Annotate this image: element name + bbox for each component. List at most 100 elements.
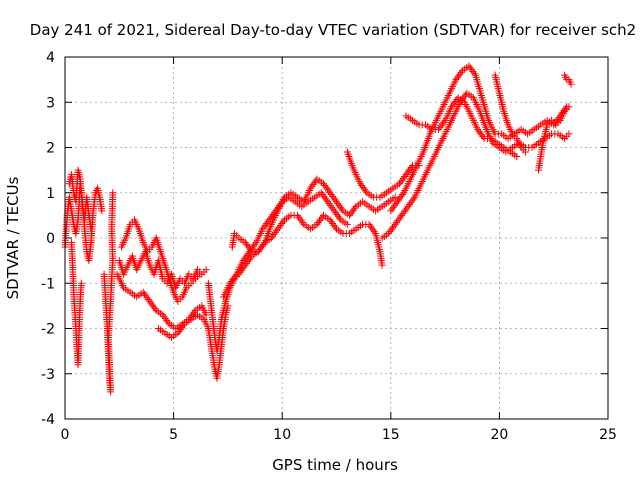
data-point bbox=[391, 201, 399, 209]
data-point bbox=[77, 279, 85, 287]
data-point bbox=[261, 221, 269, 229]
data-point bbox=[457, 68, 465, 76]
data-point bbox=[161, 315, 169, 323]
data-point bbox=[296, 215, 304, 223]
axis-ticks bbox=[64, 56, 609, 420]
data-point bbox=[365, 220, 373, 228]
data-point bbox=[319, 180, 327, 188]
data-point bbox=[394, 217, 402, 225]
data-point bbox=[390, 222, 398, 230]
data-point bbox=[202, 266, 210, 274]
data-point bbox=[139, 288, 147, 296]
data-point bbox=[389, 203, 397, 211]
data-point bbox=[144, 296, 152, 304]
data-point bbox=[226, 279, 234, 287]
data-point bbox=[513, 153, 521, 161]
data-point bbox=[330, 194, 338, 202]
data-point bbox=[456, 70, 464, 78]
data-point bbox=[405, 201, 413, 209]
data-point bbox=[279, 218, 287, 226]
data-point bbox=[164, 318, 172, 326]
y-tick-label: -4 bbox=[41, 412, 55, 428]
data-point bbox=[405, 167, 413, 175]
data-points bbox=[61, 62, 575, 396]
data-point bbox=[306, 184, 314, 192]
data-point bbox=[397, 178, 405, 186]
data-point bbox=[230, 274, 238, 282]
x-axis-tick-labels: 0 5 10 15 20 25 bbox=[61, 427, 617, 443]
data-point bbox=[567, 80, 575, 88]
data-point bbox=[392, 200, 400, 208]
data-point bbox=[242, 253, 250, 261]
data-point bbox=[240, 255, 248, 263]
data-point bbox=[87, 225, 95, 233]
data-point bbox=[389, 224, 397, 232]
data-point bbox=[263, 220, 271, 228]
x-tick-label: 10 bbox=[273, 427, 291, 443]
y-tick-label: 0 bbox=[46, 231, 55, 247]
data-point bbox=[331, 223, 339, 231]
data-point bbox=[319, 191, 327, 199]
data-point bbox=[150, 303, 158, 311]
data-point bbox=[403, 204, 411, 212]
data-point bbox=[329, 192, 337, 200]
data-point bbox=[260, 223, 268, 231]
y-tick-label: 3 bbox=[46, 95, 55, 111]
data-point bbox=[343, 220, 351, 228]
data-point bbox=[278, 220, 286, 228]
y-tick-label: 4 bbox=[46, 50, 55, 66]
data-point bbox=[474, 125, 482, 133]
data-point bbox=[398, 211, 406, 219]
y-tick-label: 1 bbox=[46, 186, 55, 202]
data-point bbox=[404, 202, 412, 210]
data-point bbox=[479, 133, 487, 141]
data-point bbox=[320, 192, 328, 200]
data-point bbox=[396, 194, 404, 202]
data-point bbox=[257, 244, 265, 252]
data-point bbox=[336, 203, 344, 211]
data-point bbox=[470, 69, 478, 77]
data-point bbox=[241, 239, 249, 247]
data-point bbox=[333, 198, 340, 206]
data-point bbox=[395, 180, 403, 188]
data-point bbox=[388, 205, 396, 213]
data-point bbox=[368, 224, 376, 232]
x-tick-label: 25 bbox=[599, 427, 617, 443]
data-point bbox=[324, 198, 332, 206]
data-point bbox=[435, 125, 443, 133]
data-point bbox=[227, 277, 235, 285]
data-point bbox=[243, 251, 251, 259]
data-point bbox=[202, 311, 210, 319]
data-point bbox=[245, 244, 253, 252]
data-point bbox=[259, 225, 267, 233]
grid-lines bbox=[65, 57, 608, 419]
data-point bbox=[449, 101, 457, 109]
data-point bbox=[333, 210, 341, 218]
data-point bbox=[275, 223, 283, 231]
data-point bbox=[335, 201, 343, 209]
data-point bbox=[308, 182, 316, 190]
data-point bbox=[409, 195, 417, 203]
data-point bbox=[403, 169, 411, 177]
data-point bbox=[521, 148, 529, 156]
data-point bbox=[258, 242, 266, 250]
data-point bbox=[179, 322, 187, 330]
data-point bbox=[395, 196, 403, 204]
data-point bbox=[438, 120, 446, 128]
data-point bbox=[406, 165, 414, 173]
data-point bbox=[453, 74, 461, 82]
data-point bbox=[327, 218, 335, 226]
data-point bbox=[260, 240, 268, 248]
data-point bbox=[378, 261, 386, 269]
data-point bbox=[177, 325, 185, 333]
data-point bbox=[231, 272, 239, 280]
data-point bbox=[334, 200, 342, 208]
data-point bbox=[174, 329, 182, 337]
data-point bbox=[274, 225, 282, 233]
data-point bbox=[349, 206, 357, 214]
data-point bbox=[310, 179, 318, 187]
data-point bbox=[314, 219, 322, 227]
data-point bbox=[399, 210, 407, 218]
data-point bbox=[329, 220, 337, 228]
data-point bbox=[325, 187, 333, 195]
